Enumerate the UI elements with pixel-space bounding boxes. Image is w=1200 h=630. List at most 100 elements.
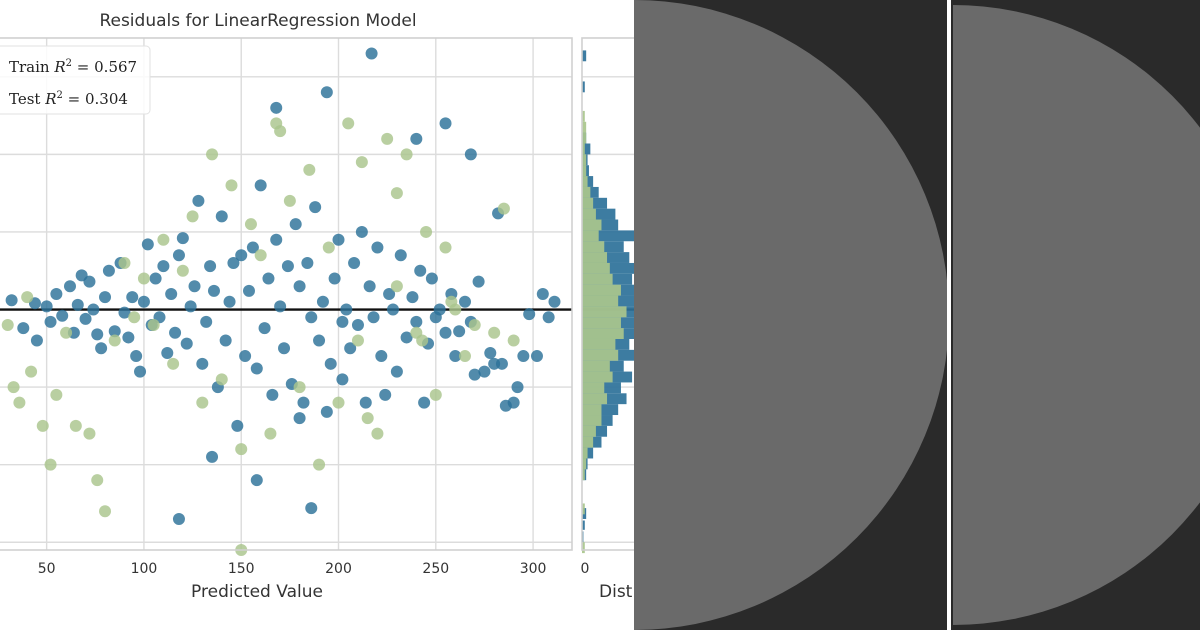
x-tick-labels: 50 100 150 200 250 300 bbox=[38, 561, 547, 577]
point-test bbox=[458, 350, 471, 363]
point-test bbox=[439, 241, 452, 254]
hist-bar-test bbox=[582, 503, 585, 515]
hist-bar-test bbox=[582, 371, 613, 383]
point-test bbox=[293, 381, 306, 394]
point-train bbox=[172, 512, 185, 525]
point-train bbox=[250, 362, 263, 375]
hist-bar-test bbox=[582, 415, 602, 426]
point-test bbox=[313, 458, 326, 471]
point-train bbox=[425, 272, 438, 285]
point-train bbox=[141, 238, 154, 251]
hist-bar-train bbox=[582, 143, 591, 155]
point-train bbox=[332, 233, 345, 246]
point-train bbox=[464, 148, 477, 161]
point-train bbox=[161, 346, 174, 359]
point-train bbox=[433, 303, 446, 316]
hist-bar-test bbox=[582, 382, 605, 394]
point-test bbox=[381, 132, 394, 145]
hist-bar-test bbox=[582, 404, 602, 416]
point-train bbox=[176, 232, 189, 245]
point-train bbox=[309, 201, 322, 214]
point-train bbox=[375, 350, 388, 363]
point-test bbox=[468, 319, 481, 332]
hist-bar-test bbox=[582, 273, 613, 285]
point-test bbox=[128, 311, 141, 324]
legend: Train R2 = 0.567 Test R2 = 0.304 bbox=[0, 45, 151, 115]
point-test bbox=[303, 163, 316, 176]
point-train bbox=[108, 325, 121, 338]
hist-bar-test bbox=[582, 230, 599, 242]
point-test bbox=[322, 241, 335, 254]
point-train bbox=[207, 284, 220, 297]
point-train bbox=[169, 326, 182, 339]
point-train bbox=[246, 241, 259, 254]
point-train bbox=[536, 288, 549, 300]
hist-bar-test bbox=[582, 197, 594, 209]
point-train bbox=[243, 284, 256, 297]
hist-bar-test bbox=[582, 393, 608, 405]
hist-bar-test bbox=[582, 425, 596, 437]
point-train bbox=[324, 357, 337, 370]
point-test bbox=[400, 148, 413, 161]
hist-bar-test bbox=[582, 349, 619, 361]
panel-divider bbox=[947, 0, 951, 630]
point-test bbox=[147, 319, 160, 332]
x-tick-label: 100 bbox=[131, 561, 158, 577]
hist-bar-train bbox=[582, 208, 616, 220]
point-train bbox=[484, 346, 497, 359]
point-train bbox=[184, 300, 197, 313]
hist-tick-label: 0 bbox=[581, 561, 590, 577]
point-test bbox=[283, 194, 296, 207]
legend-train: Train R2 = 0.567 bbox=[9, 58, 137, 76]
hist-bar-test bbox=[582, 176, 588, 187]
legend-test: Test R2 = 0.304 bbox=[9, 90, 128, 108]
point-train bbox=[320, 405, 333, 418]
point-train bbox=[196, 357, 209, 370]
hist-bar-test bbox=[582, 262, 610, 274]
point-test bbox=[390, 280, 403, 293]
point-train bbox=[63, 280, 76, 293]
point-train bbox=[363, 280, 376, 293]
point-train bbox=[297, 396, 310, 409]
point-test bbox=[167, 357, 180, 370]
point-test bbox=[420, 225, 433, 238]
point-test bbox=[176, 264, 189, 277]
dark-panels bbox=[634, 0, 1200, 630]
point-train bbox=[130, 350, 143, 363]
point-train bbox=[293, 412, 306, 425]
point-train bbox=[406, 291, 419, 304]
point-train bbox=[386, 303, 399, 316]
point-train bbox=[320, 86, 333, 99]
hist-bar-train bbox=[582, 197, 608, 209]
hist-bar-train bbox=[582, 50, 587, 62]
x-tick-label: 50 bbox=[38, 561, 56, 577]
points-layer bbox=[1, 47, 561, 556]
point-train bbox=[270, 233, 283, 246]
hist-bar-test bbox=[582, 542, 585, 554]
point-train bbox=[254, 179, 267, 192]
point-test bbox=[60, 326, 73, 339]
point-train bbox=[390, 365, 403, 378]
point-test bbox=[390, 187, 403, 200]
point-train bbox=[348, 256, 361, 269]
point-train bbox=[250, 474, 263, 487]
point-test bbox=[83, 427, 96, 440]
point-train bbox=[458, 295, 471, 308]
hist-bar-test bbox=[582, 110, 585, 122]
point-test bbox=[507, 334, 520, 347]
point-train bbox=[172, 249, 185, 262]
point-test bbox=[21, 291, 34, 304]
point-train bbox=[95, 342, 108, 355]
point-test bbox=[351, 334, 364, 347]
point-train bbox=[204, 260, 217, 273]
point-train bbox=[293, 280, 306, 293]
histogram-layer bbox=[582, 50, 646, 554]
point-train bbox=[99, 291, 112, 304]
point-test bbox=[196, 396, 209, 409]
hist-bar-test bbox=[582, 186, 591, 198]
point-train bbox=[281, 260, 294, 273]
hist-bar-test bbox=[582, 338, 616, 350]
point-train bbox=[192, 194, 205, 207]
point-train bbox=[215, 210, 228, 223]
main-grid bbox=[0, 38, 572, 550]
